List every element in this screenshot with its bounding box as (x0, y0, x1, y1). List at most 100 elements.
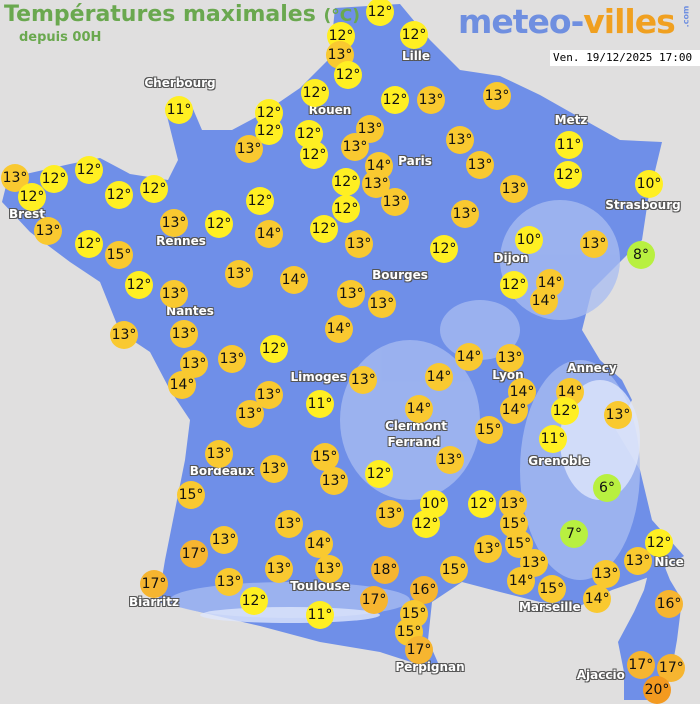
temperature-marker[interactable]: 17° (360, 586, 388, 614)
temperature-marker[interactable]: 20° (643, 676, 671, 704)
temperature-marker[interactable]: 12° (500, 271, 528, 299)
temperature-marker[interactable]: 13° (218, 345, 246, 373)
temperature-marker[interactable]: 12° (381, 86, 409, 114)
temperature-marker[interactable]: 12° (331, 168, 360, 196)
temperature-marker[interactable]: 14° (500, 395, 528, 424)
temperature-marker[interactable]: 12° (365, 460, 393, 488)
temperature-marker[interactable]: 16° (655, 590, 683, 618)
temperature-marker[interactable]: 14° (255, 220, 283, 248)
temperature-marker[interactable]: 14° (507, 567, 536, 596)
temperature-marker[interactable]: 14° (325, 315, 353, 343)
temperature-marker[interactable]: 12° (18, 183, 46, 212)
temperature-marker[interactable]: 13° (34, 216, 62, 245)
temperature-marker[interactable]: 12° (412, 510, 440, 538)
temperature-marker[interactable]: 12° (140, 175, 168, 203)
temperature-marker[interactable]: 14° (168, 371, 196, 399)
temperature-marker[interactable]: 13° (205, 439, 233, 468)
temperature-marker[interactable]: 12° (645, 528, 673, 557)
temperature-marker[interactable]: 12° (310, 215, 338, 243)
temperature-marker[interactable]: 8° (627, 241, 655, 269)
temperature-marker[interactable]: 12° (332, 195, 360, 223)
temperature-marker[interactable]: 7° (560, 520, 588, 548)
temperature-marker[interactable]: 12° (468, 490, 497, 518)
temperature-marker[interactable]: 13° (345, 230, 373, 258)
temperature-marker[interactable]: 13° (376, 500, 404, 528)
temperature-marker[interactable]: 13° (225, 260, 253, 288)
temperature-marker[interactable]: 13° (367, 290, 396, 318)
temperature-marker[interactable]: 12° (75, 230, 103, 258)
temperature-marker[interactable]: 13° (474, 535, 503, 563)
temperature-marker[interactable]: 13° (337, 280, 366, 308)
temperature-marker[interactable]: 17° (140, 570, 168, 598)
temperature-marker[interactable]: 10° (515, 226, 543, 254)
temperature-marker[interactable]: 15° (177, 481, 205, 509)
temperature-marker[interactable]: 12° (240, 586, 268, 615)
temperature-marker[interactable]: 12° (430, 235, 458, 263)
logo[interactable]: meteo-villes .com (458, 2, 696, 41)
temperature-marker[interactable]: 13° (520, 548, 548, 577)
temperature-marker[interactable]: 12° (260, 335, 288, 363)
temperature-marker[interactable]: 13° (483, 82, 511, 110)
temperature-marker[interactable]: 14° (583, 585, 612, 613)
temperature-marker[interactable]: 18° (371, 556, 399, 584)
temperature-marker[interactable]: 14° (280, 266, 308, 294)
temperature-marker[interactable]: 17° (405, 636, 433, 665)
temperature-marker[interactable]: 13° (170, 320, 198, 348)
temperature-marker[interactable]: 13° (451, 200, 479, 228)
temperature-marker[interactable]: 12° (301, 78, 329, 107)
temperature-marker[interactable]: 17° (626, 651, 655, 679)
temperature-marker[interactable]: 12° (366, 0, 394, 26)
temperature-marker[interactable]: 14° (530, 287, 558, 316)
temperature-marker[interactable]: 11° (306, 601, 334, 629)
temperature-marker[interactable]: 13° (315, 555, 343, 584)
temperature-marker[interactable]: 10° (635, 170, 663, 198)
temperature-marker[interactable]: 13° (160, 279, 188, 308)
temperature-marker[interactable]: 12° (300, 141, 328, 169)
temperature-marker[interactable]: 16° (410, 576, 438, 604)
temperature-marker[interactable]: 11° (539, 425, 567, 453)
temperature-marker[interactable]: 14° (455, 343, 483, 371)
temperature-marker[interactable]: 12° (246, 187, 274, 215)
temperature-marker[interactable]: 13° (349, 366, 378, 394)
temperature-marker[interactable]: 13° (436, 446, 464, 474)
temperature-marker[interactable]: 14° (556, 378, 584, 407)
temperature-marker[interactable]: 13° (623, 547, 652, 576)
temperature-marker[interactable]: 13° (446, 126, 474, 154)
temperature-marker[interactable]: 12° (40, 164, 68, 193)
temperature-marker[interactable]: 13° (592, 560, 620, 588)
temperature-marker[interactable]: 13° (580, 230, 608, 258)
temperature-marker[interactable]: 13° (466, 151, 494, 179)
temperature-marker[interactable]: 12° (75, 156, 103, 184)
temperature-marker[interactable]: 15° (311, 443, 339, 471)
temperature-marker[interactable]: 13° (417, 86, 445, 114)
temperature-marker[interactable]: 13° (265, 554, 293, 583)
temperature-marker[interactable]: 13° (381, 188, 409, 217)
temperature-marker[interactable]: 14° (425, 363, 453, 391)
temperature-marker[interactable]: 14° (405, 394, 433, 423)
temperature-marker[interactable]: 17° (180, 540, 208, 568)
temperature-marker[interactable]: 15° (475, 416, 503, 444)
temperature-marker[interactable]: 11° (555, 131, 583, 159)
temperature-marker[interactable]: 13° (604, 401, 632, 429)
temperature-marker[interactable]: 13° (236, 400, 264, 428)
temperature-marker[interactable]: 12° (334, 61, 362, 89)
temperature-marker[interactable]: 12° (554, 161, 582, 189)
temperature-marker[interactable]: 12° (205, 209, 233, 238)
temperature-marker[interactable]: 12° (125, 271, 153, 299)
temperature-marker[interactable]: 15° (105, 241, 133, 269)
temperature-marker[interactable]: 13° (1, 164, 29, 193)
temperature-marker[interactable]: 12° (105, 181, 133, 209)
temperature-marker[interactable]: 12° (551, 396, 579, 425)
temperature-marker[interactable]: 13° (110, 321, 138, 349)
temperature-marker[interactable]: 6° (593, 474, 621, 502)
temperature-marker[interactable]: 13° (500, 175, 528, 203)
temperature-marker[interactable]: 13° (215, 568, 243, 597)
temperature-marker[interactable]: 11° (165, 96, 193, 124)
temperature-marker[interactable]: 11° (306, 390, 334, 418)
temperature-marker[interactable]: 13° (341, 133, 369, 162)
temperature-marker[interactable]: 13° (362, 170, 391, 199)
temperature-marker[interactable]: 13° (496, 343, 524, 372)
temperature-marker[interactable]: 13° (210, 526, 238, 554)
temperature-marker[interactable]: 13° (260, 455, 288, 483)
temperature-marker[interactable]: 13° (160, 208, 188, 237)
